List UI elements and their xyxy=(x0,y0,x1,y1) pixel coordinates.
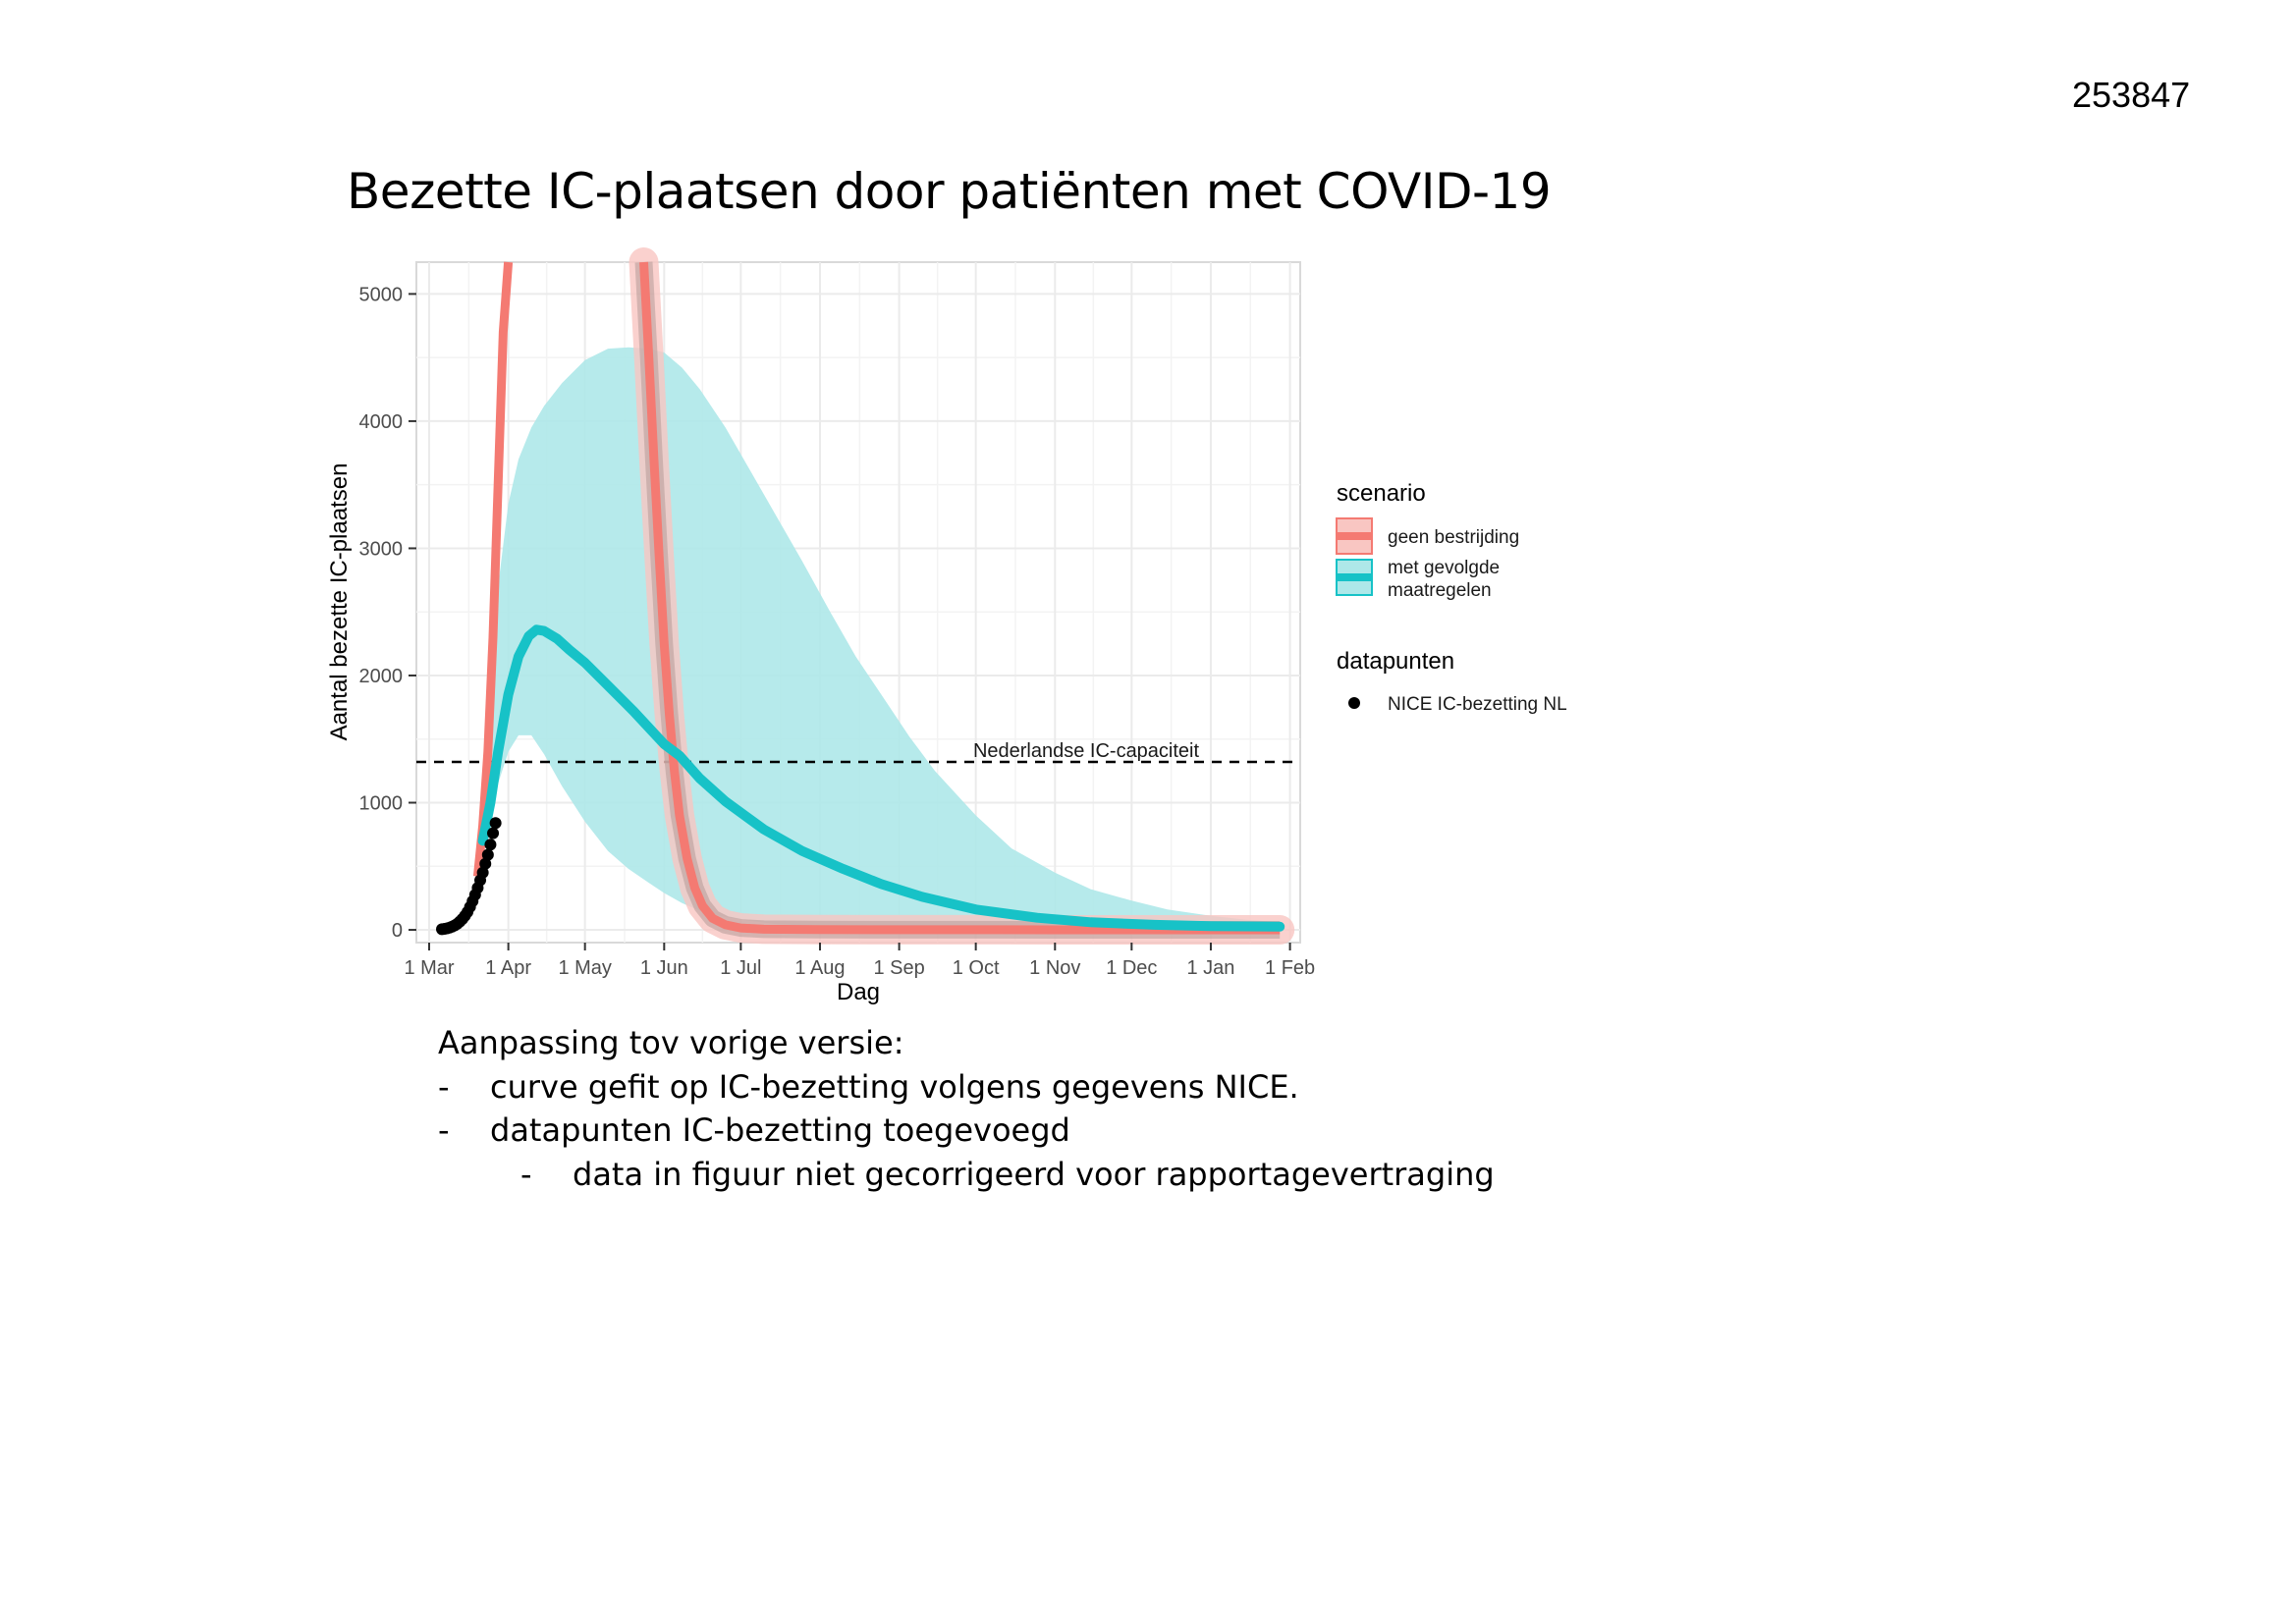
data-points xyxy=(436,817,502,936)
x-tick-label: 1 Oct xyxy=(953,957,1000,979)
data-point xyxy=(484,839,497,851)
y-tick-label: 4000 xyxy=(359,411,404,433)
y-axis-label: Aantal bezette IC-plaatsen xyxy=(326,463,353,741)
x-axis-label: Dag xyxy=(837,979,880,1005)
notes-item: - datapunten IC-bezetting toegevoegd xyxy=(438,1109,1495,1153)
x-tick-label: 1 Jun xyxy=(640,957,688,979)
legend-title: scenario xyxy=(1337,480,1426,507)
bullet-dash: - xyxy=(520,1155,532,1193)
legend-label: maatregelen xyxy=(1388,580,1492,601)
y-axis-ticks: 0 1000 2000 3000 4000 5000 xyxy=(359,284,416,942)
notes-subitem-text: data in figuur niet gecorrigeerd voor ra… xyxy=(573,1155,1495,1193)
x-tick-label: 1 Dec xyxy=(1106,957,1157,979)
data-point xyxy=(489,817,502,830)
y-tick-label: 5000 xyxy=(359,284,404,305)
x-tick-label: 1 Sep xyxy=(873,957,924,979)
notes-heading: Aanpassing tov vorige versie: xyxy=(438,1024,904,1061)
line-met-gevolgde-maatregelen xyxy=(477,624,1285,932)
x-tick-label: 1 Nov xyxy=(1029,957,1080,979)
x-tick-label: 1 Apr xyxy=(485,957,531,979)
bullet-dash: - xyxy=(438,1111,450,1149)
x-tick-label: 1 Mar xyxy=(404,957,454,979)
x-tick-label: 1 Aug xyxy=(794,957,845,979)
line-geen-bestrijding xyxy=(639,261,1281,935)
legend-title: datapunten xyxy=(1337,648,1454,675)
y-tick-label: 3000 xyxy=(359,538,404,560)
capacity-label: Nederlandse IC-capaciteit xyxy=(973,740,1200,762)
data-point xyxy=(487,827,500,839)
data-point xyxy=(476,866,489,879)
x-tick-label: 1 Feb xyxy=(1265,957,1315,979)
document-number: 253847 xyxy=(2072,75,2191,115)
legend-label: met gevolgde xyxy=(1388,558,1500,578)
notes-subitem: - data in figuur niet gecorrigeerd voor … xyxy=(438,1153,1495,1197)
y-tick-label: 0 xyxy=(392,920,403,942)
series-lines xyxy=(472,247,1295,945)
y-tick-label: 1000 xyxy=(359,793,404,815)
legend: scenario geen bestrijding met gevolgde maa… xyxy=(1336,480,1567,715)
data-point xyxy=(479,857,492,870)
slide-title: Bezette IC-plaatsen door patiënten met C… xyxy=(347,163,1552,220)
legend-label: geen bestrijding xyxy=(1388,527,1519,548)
data-point xyxy=(481,848,494,861)
x-axis-ticks: 1 Mar 1 Apr 1 May 1 Jun 1 Jul 1 Aug 1 Sep 1 Oct… xyxy=(404,943,1315,979)
x-tick-label: 1 Jul xyxy=(720,957,761,979)
notes-item: - curve gefit op IC-bezetting volgens ge… xyxy=(438,1065,1495,1110)
x-tick-label: 1 Jan xyxy=(1186,957,1234,979)
bullet-dash: - xyxy=(438,1067,450,1106)
legend-key-point xyxy=(1348,697,1360,709)
y-tick-label: 2000 xyxy=(359,666,404,687)
x-tick-label: 1 May xyxy=(558,957,611,979)
legend-label: NICE IC-bezetting NL xyxy=(1388,694,1567,715)
notes-item-text: datapunten IC-bezetting toegevoegd xyxy=(490,1111,1070,1149)
notes-item-text: curve gefit op IC-bezetting volgens gege… xyxy=(490,1067,1299,1106)
change-notes: Aanpassing tov vorige versie: - curve ge… xyxy=(438,1021,1495,1196)
